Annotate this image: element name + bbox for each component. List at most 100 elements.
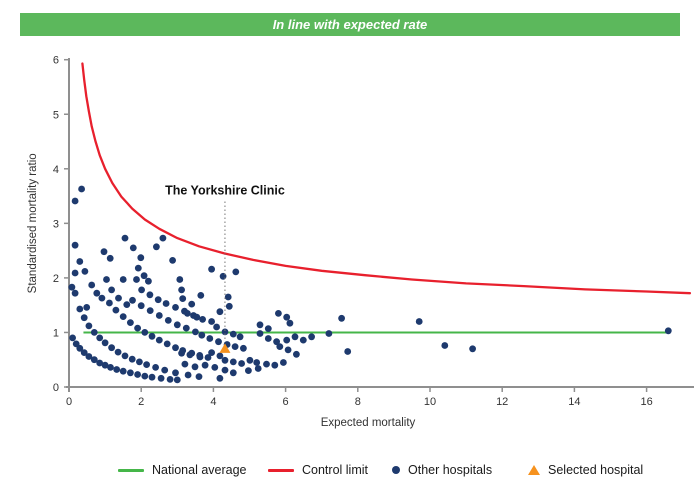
hospital-point [106,299,113,307]
hospital-point [172,304,179,311]
hospital-point [246,356,254,364]
hospital-point [192,328,199,336]
hospital-point [211,364,219,371]
hospital-point [155,312,163,319]
hospital-point [152,364,160,371]
svg-text:14: 14 [568,396,580,408]
hospital-point [199,316,207,323]
hospital-point [71,289,79,297]
hospital-point [325,330,333,337]
svg-text:0: 0 [66,396,72,408]
hospital-point [204,354,212,361]
legend-item-selected-hospital: Selected hospital [528,458,643,482]
hospital-point [85,353,93,360]
hospital-point [236,333,244,341]
y-axis-title: Standardised mortality ratio [27,153,39,293]
hospital-point [245,367,252,374]
hospital-point [188,300,196,308]
hospital-point [286,319,294,327]
hospital-point [148,332,156,340]
svg-text:1: 1 [53,327,59,339]
hospital-point [137,302,145,310]
hospital-point [240,344,247,352]
hospital-point [213,323,221,331]
hospital-point [664,327,672,335]
legend-item-other-hospitals: Other hospitals [392,458,492,482]
hospital-point [71,269,79,277]
national-average-line-icon [118,468,144,472]
hospital-point [308,333,315,341]
control-limit-line-icon [268,468,294,472]
legend-label: National average [152,463,247,477]
hospital-point [215,338,222,346]
selected-hospital-marker [219,343,231,353]
hospital-point [271,361,279,369]
hospital-point [134,264,142,272]
hospital-point [108,344,115,352]
hospital-point [81,268,89,275]
status-banner: In line with expected rate [20,13,680,36]
hospital-point [256,330,264,337]
hospital-point [146,307,154,314]
hospital-point [225,302,233,310]
svg-text:0: 0 [53,382,59,394]
hospital-point [159,234,167,242]
hospital-point [93,289,101,297]
hospital-point [216,308,224,316]
hospital-point [169,257,177,264]
hospital-point [96,359,104,367]
hospital-point [197,292,205,299]
hospital-point [108,286,115,294]
hospital-point [85,322,93,330]
hospital-point [133,276,140,283]
hospital-point [193,313,201,321]
hospital-point [141,372,149,380]
hospital-point [184,371,192,379]
hospital-point [140,272,148,280]
hospital-point [145,277,152,285]
hospital-point [173,376,181,384]
hospital-point [208,265,216,273]
svg-text:3: 3 [53,218,59,230]
hospital-point [172,344,179,352]
hospital-point [80,349,88,356]
hospital-point [114,348,122,356]
hospital-point [195,373,203,380]
hospital-point [76,344,84,352]
hospital-point [163,340,171,348]
hospital-point [100,248,108,256]
hospital-point [253,359,261,366]
chart-legend: National average Control limit Other hos… [0,458,700,482]
hospital-point [71,241,79,249]
funnel-plot: 0 2 4 6 8 10 12 14 16 0 1 2 3 4 5 6 The Yorkshire Clini… [0,40,700,445]
hospital-point [101,339,109,347]
hospital-point [141,329,149,336]
control-limit-line [81,62,692,295]
hospital-point [106,254,114,262]
hospital-point [121,352,129,360]
x-axis-title: Expected mortality [321,417,416,429]
annotation-label: The Yorkshire Clinic [165,184,285,198]
hospital-point [176,276,184,283]
hospital-point [69,334,76,342]
hospital-point [182,324,190,332]
hospital-point [275,310,282,317]
hospital-point [206,335,214,342]
hospital-point [264,325,272,332]
hospital-point [146,291,154,299]
legend-item-control-limit: Control limit [268,458,368,482]
hospital-point [415,318,423,325]
hospital-point [112,306,120,314]
hospital-point [469,345,476,353]
hospital-point [221,366,229,374]
hospital-point [344,348,352,355]
hospital-point [113,366,121,373]
hospital-point [256,321,264,329]
hospital-point [143,361,151,368]
hospital-point [216,374,224,382]
svg-text:6: 6 [53,55,59,67]
hospital-point [98,294,106,302]
svg-text:16: 16 [640,396,652,408]
hospital-point [134,371,142,378]
hospital-point [338,314,345,322]
